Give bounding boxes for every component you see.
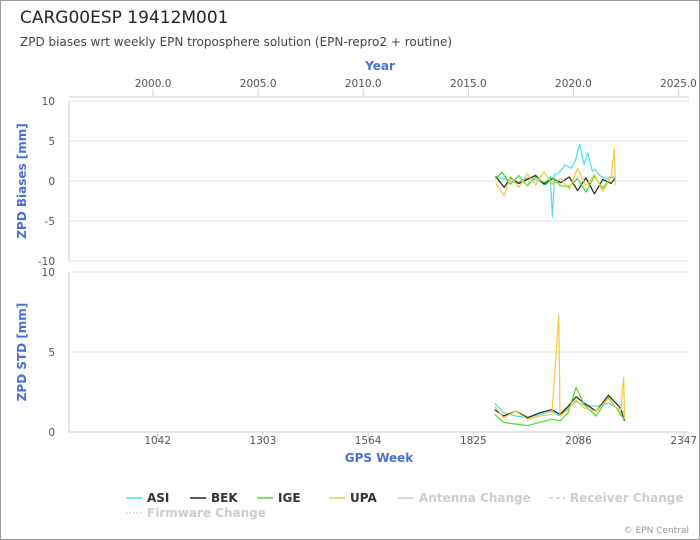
x-tick-label: 2025.0	[660, 78, 697, 90]
chart-subtitle: ZPD biases wrt weekly EPN troposphere so…	[20, 35, 453, 49]
y-tick-label: 0	[48, 427, 55, 439]
y-tick-label: -5	[45, 216, 55, 228]
x-tick-label: 2020.0	[555, 78, 592, 90]
std-panel: 10 5 0 1042 1303 1564 1825 2086 2347 ZPD STD [mm]…	[15, 267, 697, 465]
series-line-asi	[495, 143, 616, 218]
y-tick-label: 0	[48, 176, 55, 188]
legend-label-firmware-change: Firmware Change	[147, 506, 266, 520]
legend-label-antenna-change: Antenna Change	[419, 491, 531, 505]
x-tick-label: 1825	[460, 435, 487, 447]
y-tick-label: 5	[48, 347, 55, 359]
legend-label-ige: IGE	[278, 491, 301, 505]
x-axis-title: GPS Week	[345, 451, 415, 465]
x-tick-label: 2005.0	[240, 78, 277, 90]
x-axis-title: Year	[364, 59, 395, 73]
legend-label-asi: ASI	[147, 491, 169, 505]
y-tick-label: 10	[42, 96, 55, 108]
x-tick-label: 2010.0	[345, 78, 382, 90]
legend-label-receiver-change: Receiver Change	[570, 491, 684, 505]
x-tick-label: 2015.0	[450, 78, 487, 90]
series-line-asi	[494, 401, 625, 419]
legend-label-upa: UPA	[350, 491, 377, 505]
y-tick-label: 10	[42, 267, 55, 279]
x-tick-label: 1564	[355, 435, 382, 447]
y-axis-title: ZPD STD [mm]	[15, 303, 29, 402]
series-line-upa	[495, 148, 616, 196]
x-tick-label: 2086	[565, 435, 592, 447]
legend-label-bek: BEK	[211, 491, 238, 505]
x-tick-label: 2347	[670, 435, 697, 447]
series-line-bek	[495, 174, 616, 195]
x-tick-label: 1042	[144, 435, 171, 447]
series-line-upa	[494, 314, 626, 420]
chart-title: CARG00ESP 19412M001	[20, 8, 229, 28]
y-tick-label: -10	[38, 256, 55, 268]
credits-text: © EPN Central	[623, 526, 689, 536]
chart-legend: ASI BEK IGE UPA Antenna Change Receiver Chang…	[126, 491, 684, 520]
x-tick-label: 2000.0	[135, 78, 172, 90]
x-tick-label: 1303	[250, 435, 277, 447]
y-axis-title: ZPD Biases [mm]	[15, 123, 29, 239]
y-tick-label: 5	[48, 136, 55, 148]
bias-panel: 10 5 0 -5 -10 2000.0 2005.0 2010.0 2015.0 2020.0 2…	[15, 59, 697, 268]
